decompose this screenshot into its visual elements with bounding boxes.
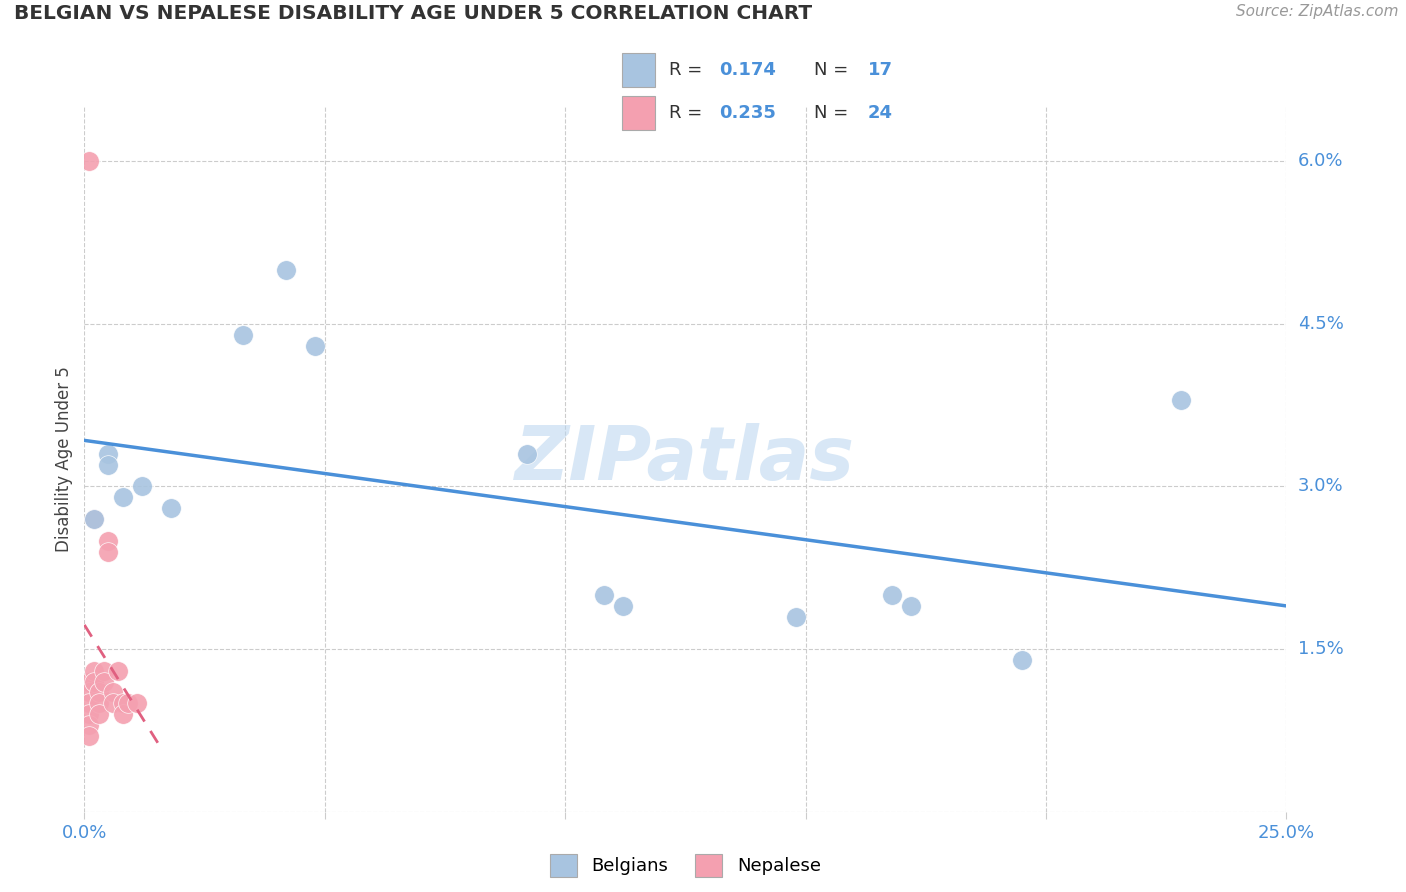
Point (77, 685, 100, 699)
Point (87, 707, 110, 722)
Point (111, 707, 134, 722)
Point (276, 262, 298, 277)
Text: 24: 24 (868, 104, 893, 122)
Point (87, 685, 110, 699)
Point (160, 501, 183, 516)
Point (785, 609, 807, 624)
Point (117, 696, 139, 710)
Legend: Belgians, Nepalese: Belgians, Nepalese (543, 847, 828, 884)
Point (77, 718, 100, 732)
Bar (621, 96, 655, 130)
Point (131, 479, 153, 493)
Point (83, 512, 105, 526)
Point (77, 154, 100, 169)
Point (77, 707, 100, 722)
Point (103, 685, 125, 699)
Text: Source: ZipAtlas.com: Source: ZipAtlas.com (1236, 4, 1399, 20)
Point (232, 327, 254, 342)
Point (83, 674, 105, 689)
Point (900, 599, 922, 613)
Text: N =: N = (814, 104, 848, 122)
Text: 1.5%: 1.5% (1298, 640, 1343, 658)
Point (97, 533, 120, 548)
Text: BELGIAN VS NEPALESE DISABILITY AGE UNDER 5 CORRELATION CHART: BELGIAN VS NEPALESE DISABILITY AGE UNDER… (14, 4, 813, 23)
Point (77, 729, 100, 743)
Point (97, 458, 120, 472)
Point (103, 696, 125, 710)
Text: 0.174: 0.174 (720, 61, 776, 78)
Bar (621, 53, 655, 87)
Text: 17: 17 (868, 61, 893, 78)
Text: ZIPatlas: ZIPatlas (516, 423, 855, 496)
Point (127, 696, 149, 710)
Text: N =: N = (814, 61, 848, 78)
Point (304, 338, 326, 352)
Point (516, 447, 538, 461)
Y-axis label: Disability Age Under 5: Disability Age Under 5 (55, 367, 73, 552)
Point (1170, 392, 1192, 407)
Point (87, 696, 110, 710)
Point (111, 696, 134, 710)
Point (83, 512, 105, 526)
Point (97, 447, 120, 461)
Point (93, 674, 115, 689)
Point (612, 599, 634, 613)
Point (882, 588, 904, 602)
Point (592, 588, 614, 602)
Point (107, 664, 129, 678)
Text: 6.0%: 6.0% (1298, 153, 1343, 170)
Point (97, 544, 120, 558)
Text: R =: R = (669, 61, 702, 78)
Text: R =: R = (669, 104, 702, 122)
Text: 0.235: 0.235 (720, 104, 776, 122)
Point (77, 674, 100, 689)
Text: 3.0%: 3.0% (1298, 477, 1343, 495)
Point (1011, 653, 1033, 667)
Point (93, 664, 115, 678)
Text: 4.5%: 4.5% (1298, 315, 1344, 333)
Point (77, 696, 100, 710)
Point (83, 664, 105, 678)
Point (111, 491, 134, 505)
